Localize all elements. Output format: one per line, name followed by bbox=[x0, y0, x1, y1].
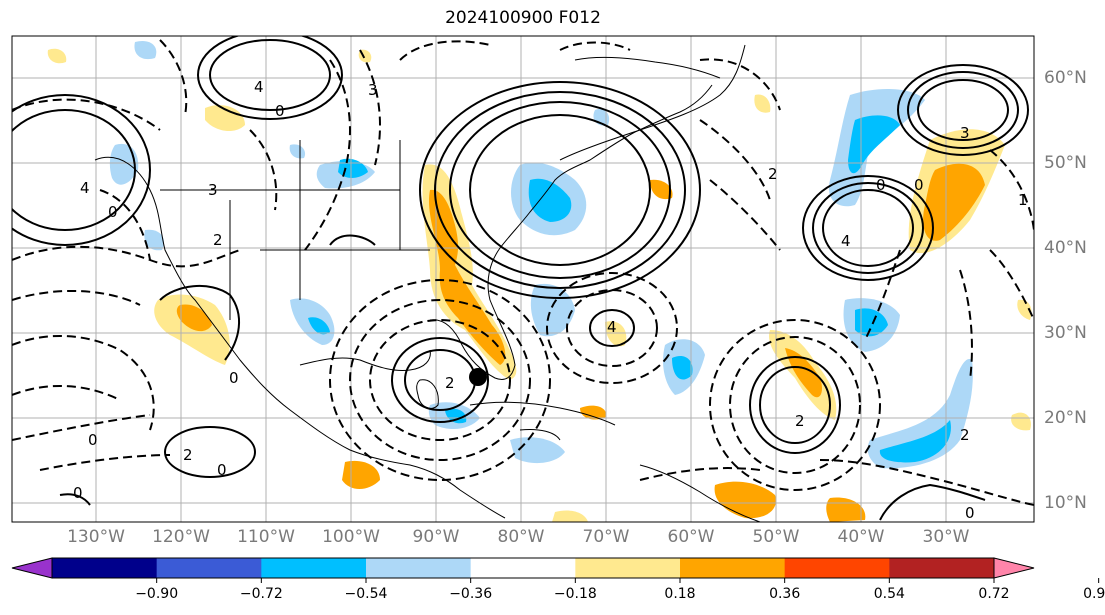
longitude-label: 130°W bbox=[67, 527, 125, 547]
svg-text:4: 4 bbox=[80, 179, 90, 197]
svg-text:0: 0 bbox=[275, 102, 285, 120]
colorbar-tick-label: −0.90 bbox=[135, 586, 179, 602]
svg-text:0: 0 bbox=[73, 484, 83, 502]
svg-text:0: 0 bbox=[217, 461, 227, 479]
longitude-label: 110°W bbox=[237, 527, 295, 547]
svg-text:0: 0 bbox=[229, 369, 239, 387]
svg-text:2: 2 bbox=[768, 165, 778, 183]
svg-text:3: 3 bbox=[960, 124, 970, 142]
svg-text:2: 2 bbox=[213, 231, 223, 249]
svg-text:3: 3 bbox=[208, 181, 218, 199]
svg-text:4: 4 bbox=[607, 318, 617, 336]
colorbar-segment bbox=[261, 558, 367, 578]
svg-text:0: 0 bbox=[876, 176, 886, 194]
latitude-label: 60°N bbox=[1044, 68, 1087, 88]
map-title: 2024100900 F012 bbox=[445, 8, 601, 28]
longitude-label: 120°W bbox=[152, 527, 210, 547]
latitude-label: 40°N bbox=[1044, 238, 1087, 258]
svg-text:0: 0 bbox=[914, 176, 924, 194]
contours-dashed bbox=[12, 39, 1034, 506]
svg-text:1: 1 bbox=[1018, 191, 1028, 209]
longitude-label: 90°W bbox=[412, 527, 460, 547]
colorbar-extend-low bbox=[11, 557, 53, 579]
contour-labels: 442 243 300 200 020 20 0 204 13 bbox=[73, 78, 1028, 522]
colorbar-outline bbox=[51, 557, 995, 579]
colorbar-segment bbox=[680, 558, 786, 578]
longitude-label: 100°W bbox=[322, 527, 380, 547]
colorbar-segment bbox=[784, 558, 890, 578]
colorbar-segment bbox=[52, 558, 158, 578]
colorbar-segment bbox=[366, 558, 472, 578]
colorbar-tick-label: 0.54 bbox=[873, 586, 905, 602]
svg-text:0: 0 bbox=[965, 504, 975, 522]
svg-text:2: 2 bbox=[445, 374, 455, 392]
svg-text:0: 0 bbox=[88, 431, 98, 449]
longitude-label: 40°W bbox=[837, 527, 885, 547]
longitude-label: 60°W bbox=[667, 527, 715, 547]
svg-text:4: 4 bbox=[841, 232, 851, 250]
colorbar-extend-high bbox=[993, 557, 1035, 579]
map-frame bbox=[11, 35, 1035, 523]
colorbar-tick-label: 0.90 bbox=[1083, 586, 1105, 602]
latitude-label: 20°N bbox=[1044, 408, 1087, 428]
colorbar-tick-label: −0.18 bbox=[553, 586, 597, 602]
graticule bbox=[12, 36, 1034, 522]
longitude-label: 70°W bbox=[582, 527, 630, 547]
coastlines bbox=[94, 44, 761, 522]
latitude-label: 10°N bbox=[1044, 493, 1087, 513]
storm-center-marker bbox=[469, 368, 487, 386]
svg-text:0: 0 bbox=[108, 203, 118, 221]
colorbar-tick-label: −0.72 bbox=[239, 586, 283, 602]
colorbar-segment bbox=[575, 558, 681, 578]
contours-solid bbox=[12, 36, 1029, 521]
colorbar-segment bbox=[889, 558, 995, 578]
longitude-label: 50°W bbox=[752, 527, 800, 547]
svg-text:2: 2 bbox=[183, 446, 193, 464]
svg-text:3: 3 bbox=[368, 81, 378, 99]
colorbar-tick-label: −0.36 bbox=[449, 586, 493, 602]
colorbar-segment bbox=[156, 558, 262, 578]
latitude-label: 50°N bbox=[1044, 153, 1087, 173]
longitude-label: 80°W bbox=[497, 527, 545, 547]
latitude-label: 30°N bbox=[1044, 323, 1087, 343]
colorbar-tick-label: 0.72 bbox=[978, 586, 1010, 602]
colorbar-tick-label: −0.54 bbox=[344, 586, 388, 602]
svg-text:2: 2 bbox=[795, 412, 805, 430]
longitude-label: 30°W bbox=[922, 527, 970, 547]
colorbar-segment bbox=[470, 558, 576, 578]
colorbar bbox=[11, 557, 1100, 583]
colorbar-tick-label: 0.36 bbox=[769, 586, 801, 602]
map-panel: 442 243 300 200 020 20 0 204 13 bbox=[11, 35, 1035, 523]
svg-text:4: 4 bbox=[254, 78, 264, 96]
colorbar-tick-label: 0.18 bbox=[664, 586, 696, 602]
svg-text:2: 2 bbox=[960, 426, 970, 444]
